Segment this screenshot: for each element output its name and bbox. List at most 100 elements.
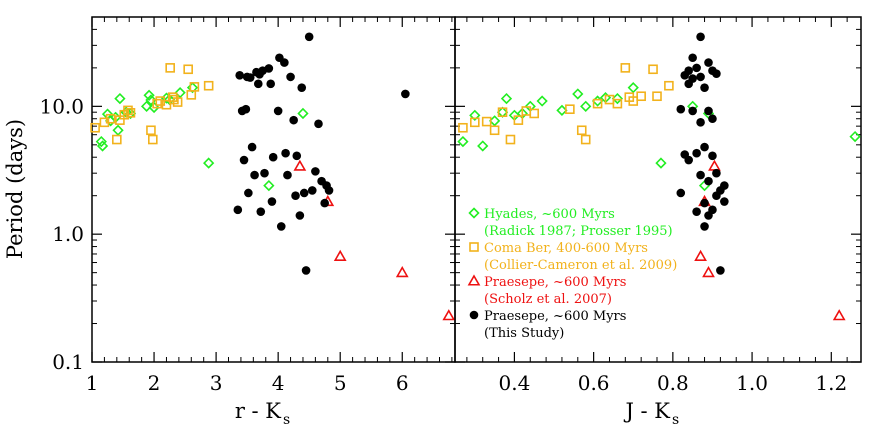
praesepe_this-point (720, 181, 729, 190)
hyades-point (849, 130, 861, 143)
praesepe_this-point (401, 89, 410, 99)
praesepe_this-point (250, 170, 259, 180)
hyades-point (611, 92, 624, 105)
legend-praesepe_this-label: Praesepe, ~600 Myrs (484, 309, 626, 324)
hyades-point (143, 89, 155, 101)
praesepe_this-point (708, 205, 717, 215)
hyades-point (145, 94, 157, 106)
praesepe_this-point (708, 114, 717, 124)
legend-item-praesepe_scholz: Praesepe, ~600 Myrs (Scholz et al. 2007) (467, 274, 626, 307)
praesepe_this-point (283, 170, 292, 180)
hyades-point (457, 135, 469, 148)
coma-point (458, 122, 468, 133)
hyades-point (112, 124, 124, 136)
praesepe_this-point (297, 83, 307, 92)
coma-point (489, 125, 500, 136)
coma-point (576, 125, 587, 136)
coma-point (105, 113, 116, 124)
praesepe_this-point (291, 191, 300, 200)
legend-hyades-reference: (Radick 1987; Prosser 1995) (484, 224, 673, 239)
praesepe_this-point (324, 186, 334, 195)
praesepe_this-point (266, 79, 276, 89)
praesepe_this-point (712, 168, 721, 178)
praesepe_scholz-point (832, 309, 846, 321)
coma-point (161, 99, 172, 110)
praesepe_this-point (684, 66, 693, 76)
praesepe_this-point (676, 104, 686, 114)
coma-point (620, 63, 631, 73)
left-y-tick-label: 1.0 (52, 222, 84, 246)
coma-point (481, 116, 492, 127)
hyades-point (536, 95, 548, 107)
praesepe_this-point (700, 142, 709, 152)
praesepe_this-point (704, 58, 713, 67)
legend-coma-marker (469, 242, 479, 252)
coma-point (565, 104, 575, 114)
left-panel: 1 2 3 4 5 6 0.1 1.0 10.0 Period (days) r - K s (3, 16, 456, 428)
praesepe_this-point (235, 70, 244, 80)
hyades-point (174, 87, 186, 99)
coma-point (203, 80, 214, 91)
praesepe_scholz-point (333, 249, 347, 261)
coma-point (612, 98, 623, 109)
right-x-axis-label-main: J - K (623, 399, 670, 423)
coma-point (183, 64, 193, 75)
praesepe_scholz-point (708, 159, 721, 171)
hyades-point (263, 179, 275, 192)
hyades-point (140, 100, 153, 112)
praesepe_this-point (716, 266, 725, 275)
praesepe_this-point (676, 188, 686, 198)
hyades-point (572, 88, 584, 100)
praesepe_this-point (311, 167, 320, 176)
praesepe_this-point (268, 152, 278, 162)
hyades-point (203, 157, 215, 169)
praesepe_scholz-point (442, 309, 456, 321)
praesepe_this-point (301, 266, 311, 275)
hyades-point (114, 92, 126, 105)
hyades-point (96, 140, 109, 152)
praesepe_this-point (264, 64, 274, 73)
praesepe_this-point (704, 176, 713, 186)
praesepe_this-point (688, 106, 697, 116)
left-x-tick-label: 3 (210, 371, 223, 395)
praesepe_this-point (712, 69, 721, 79)
praesepe_this-point (700, 222, 709, 231)
praesepe_this-point (281, 148, 290, 158)
praesepe_this-point (700, 198, 709, 208)
hyades-point (496, 106, 509, 118)
right-panel: 0.4 0.6 0.8 1.0 1.2 J - K s (454, 16, 862, 428)
legend-item-praesepe_this: Praesepe, ~600 Myrs (This Study) (469, 309, 626, 341)
praesepe_scholz-point (395, 266, 409, 278)
legend-praesepe_this-reference: (This Study) (484, 326, 564, 341)
right-x-tick-label: 1.2 (815, 371, 847, 395)
right-panel-frame (454, 16, 862, 363)
coma-point (652, 91, 662, 102)
right-x-axis-label-subscript: s (672, 412, 679, 428)
praesepe_this-point (320, 198, 329, 208)
praesepe_this-point (307, 186, 317, 195)
hyades-point (627, 82, 639, 94)
hyades-point (95, 135, 107, 148)
right-x-axis-label: J - K (623, 399, 670, 423)
praesepe_this-point (260, 168, 269, 178)
coma-point (470, 117, 480, 128)
coma-point (592, 98, 603, 109)
praesepe_this-point (280, 58, 289, 67)
coma-point (167, 92, 178, 102)
praesepe_this-point (245, 73, 255, 82)
y-axis-label: Period (days) (3, 119, 27, 259)
legend-coma-reference: (Collier-Cameron et al. 2009) (484, 258, 677, 273)
praesepe_this-point (239, 155, 249, 165)
coma-point (636, 91, 646, 102)
left-panel-marks (90, 32, 456, 321)
coma-point (148, 134, 158, 145)
hyades-point (655, 157, 667, 169)
legend-praesepe_this-marker (469, 310, 479, 320)
coma-point (125, 108, 136, 118)
praesepe_this-point (267, 197, 277, 206)
coma-point (112, 134, 122, 145)
praesepe_scholz-point (702, 266, 715, 278)
coma-point (580, 134, 591, 145)
right-x-tick-label: 0.4 (499, 371, 531, 395)
